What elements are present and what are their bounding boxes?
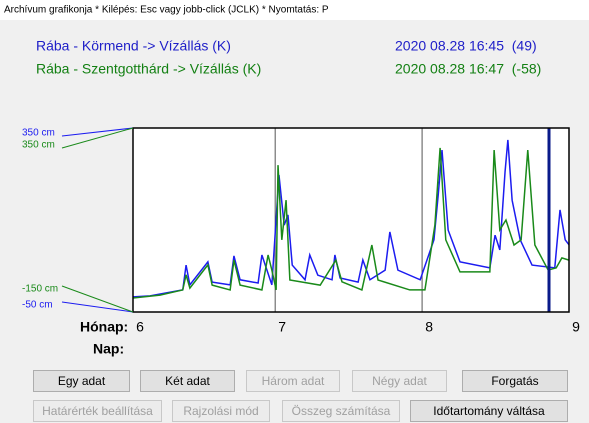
y-tick <box>61 127 134 149</box>
button: Három adat <box>246 370 340 392</box>
button[interactable]: Időtartomány váltása <box>410 400 568 422</box>
y-tick-label: -50 cm <box>22 300 53 311</box>
window-title: Archívum grafikonja * Kilépés: Esc vagy … <box>4 5 329 16</box>
y-tick <box>61 285 134 313</box>
button: Határérték beállítása <box>33 400 162 422</box>
x-tick-label: 9 <box>572 319 580 335</box>
x-axis-label: Nap: <box>93 341 124 357</box>
plot-border <box>132 127 570 313</box>
x-axis-label: Hónap: <box>80 319 128 335</box>
x-tick-label: 8 <box>425 319 433 335</box>
title-bar <box>0 0 589 20</box>
series-name: Rába - Szentgotthárd -> Vízállás (K) <box>36 61 261 77</box>
button: Négy adat <box>352 370 447 392</box>
series-status: 2020 08.28 16:45 (49) <box>395 38 537 54</box>
button[interactable]: Forgatás <box>462 370 568 392</box>
button: Rajzolási mód <box>172 400 270 422</box>
button[interactable]: Két adat <box>140 370 235 392</box>
y-tick-label: 350 cm <box>22 128 55 139</box>
series-line <box>132 147 570 299</box>
series-status: 2020 08.28 16:47 (-58) <box>395 61 541 77</box>
y-tick-label: -150 cm <box>22 284 58 295</box>
plot-area <box>133 128 569 312</box>
series-name: Rába - Körmend -> Vízállás (K) <box>36 38 231 54</box>
button[interactable]: Egy adat <box>33 370 130 392</box>
y-tick <box>61 301 134 313</box>
y-tick <box>61 127 134 137</box>
x-tick-label: 6 <box>136 319 144 335</box>
x-tick-label: 7 <box>278 319 286 335</box>
y-tick-label: 350 cm <box>22 140 55 151</box>
button: Összeg számítása <box>282 400 400 422</box>
